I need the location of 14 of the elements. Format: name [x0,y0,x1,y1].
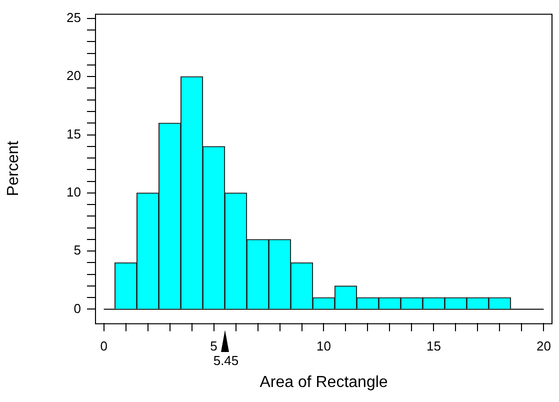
x-tick-label: 0 [100,338,108,354]
y-tick-label: 25 [66,10,81,26]
y-tick-label: 5 [74,242,81,258]
x-tick-label: 10 [316,338,331,354]
x-tick-label: 5 [210,338,218,354]
x-tick-label: 15 [426,338,441,354]
y-tick-label: 20 [66,68,81,84]
y-tick-label: 0 [74,300,81,316]
y-tick-label: 15 [66,126,81,142]
x-tick-label: 20 [536,338,551,354]
y-tick-label: 10 [66,184,81,200]
text: 5.45 [212,353,240,368]
y-axis-title: Percent [5,140,22,196]
x-axis-title: Area of Rectangle [260,374,388,391]
